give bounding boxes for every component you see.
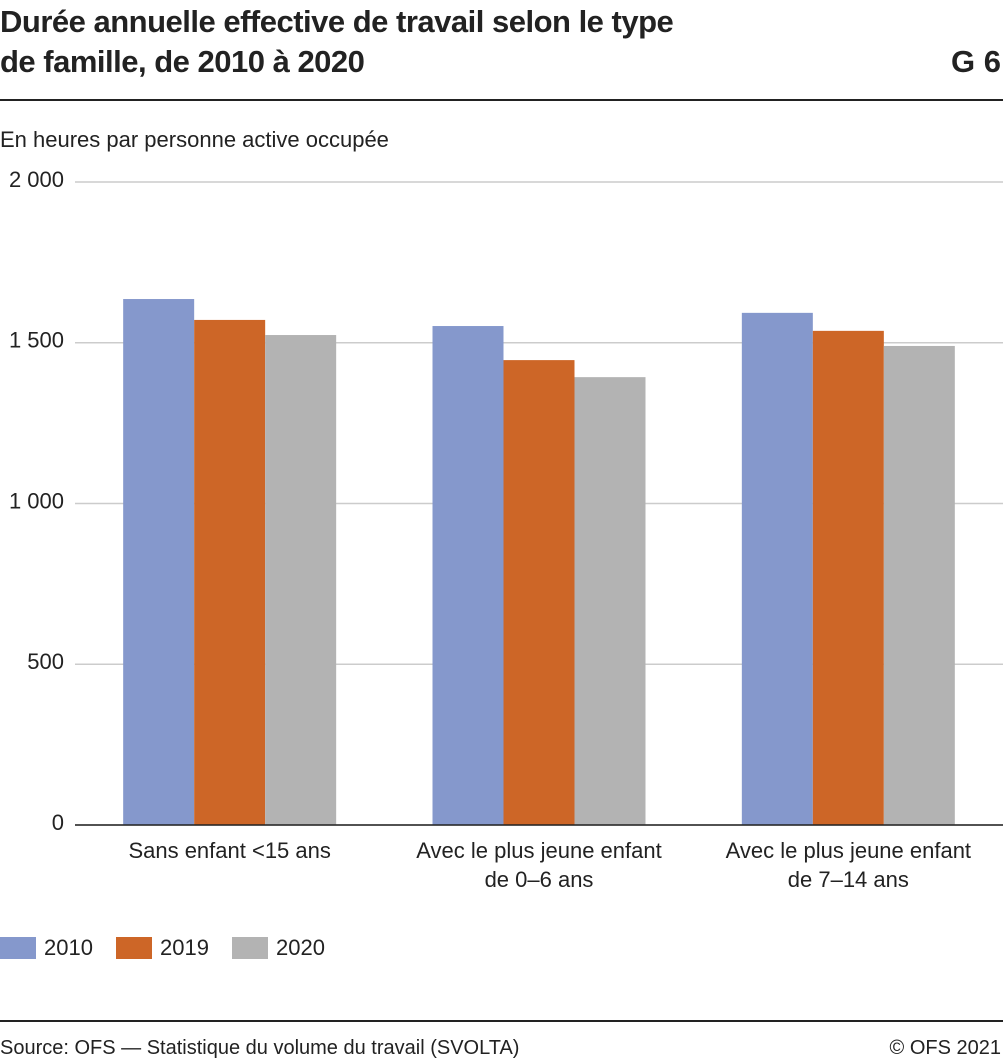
source: Source: OFS — Statistique du volume du t…: [0, 1037, 520, 1059]
y-tick-label: 1 500: [9, 328, 64, 353]
legend-swatch: [116, 937, 152, 959]
legend-swatch: [0, 937, 36, 959]
y-tick-label: 0: [52, 810, 64, 835]
bar: [883, 345, 955, 825]
chart-subtitle: En heures par personne active occupée: [0, 127, 389, 152]
copyright: © OFS 2021: [889, 1037, 1001, 1059]
bar: [194, 319, 266, 825]
y-tick-label: 1 000: [9, 488, 64, 513]
bar: [503, 360, 575, 825]
bar: [741, 312, 813, 826]
chart-id: G 6: [951, 44, 1001, 79]
legend-label: 2020: [276, 935, 325, 960]
bar: [265, 335, 337, 825]
y-tick-label: 2 000: [9, 167, 64, 192]
bar: [123, 299, 195, 825]
x-tick-label: Avec le plus jeune enfant de 0–6 ans: [416, 838, 662, 892]
legend-swatch: [232, 937, 268, 959]
chart-title: Durée annuelle effective de travail selo…: [0, 4, 674, 79]
bar: [574, 377, 646, 825]
x-tick-label: Sans enfant <15 ans: [128, 838, 331, 863]
y-tick-label: 500: [27, 649, 64, 674]
legend-label: 2010: [44, 935, 93, 960]
bar: [432, 326, 504, 825]
x-tick-label: Avec le plus jeune enfant de 7–14 ans: [725, 838, 972, 892]
legend-label: 2019: [160, 935, 209, 960]
bar: [812, 330, 884, 825]
